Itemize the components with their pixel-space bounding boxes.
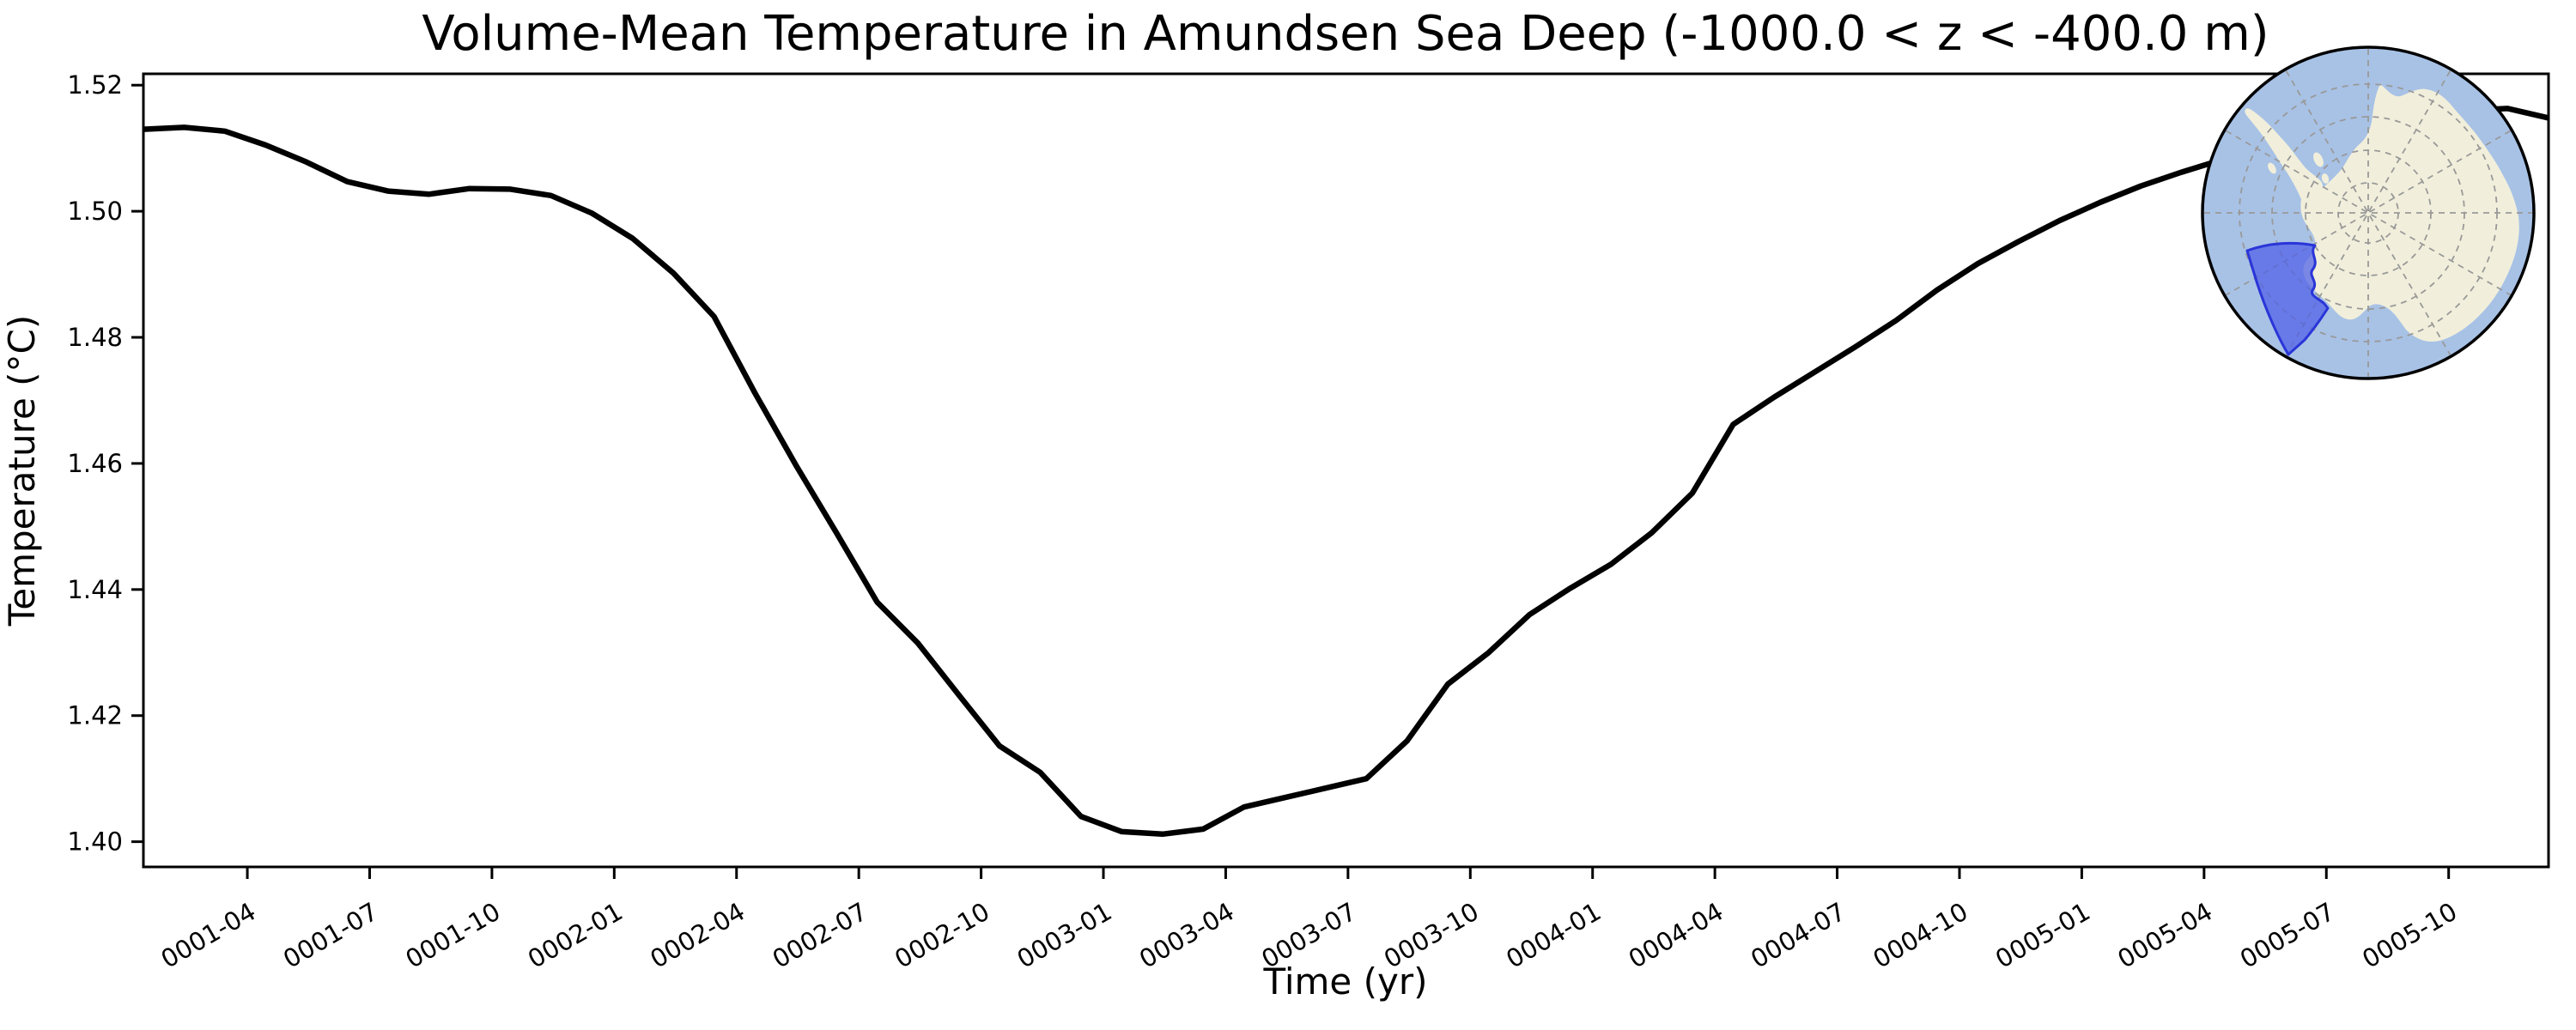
x-tick-label: 0005-07 bbox=[2235, 897, 2340, 974]
x-tick-label: 0005-04 bbox=[2112, 897, 2217, 974]
x-tick-label: 0004-07 bbox=[1746, 897, 1850, 974]
y-tick-label: 1.50 bbox=[67, 197, 123, 226]
x-tick-label: 0001-07 bbox=[278, 897, 383, 974]
inset-outline bbox=[2201, 45, 2536, 380]
plot-frame bbox=[142, 72, 2550, 869]
x-tick-label: 0004-01 bbox=[1501, 897, 1606, 974]
x-tick-label: 0003-04 bbox=[1134, 897, 1239, 974]
x-tick-label: 0004-10 bbox=[1868, 897, 1973, 974]
x-tick-label: 0004-04 bbox=[1624, 897, 1728, 974]
amundsen-region-highlight bbox=[2245, 241, 2330, 356]
y-tick-label: 1.52 bbox=[67, 70, 123, 100]
x-tick-label: 0002-10 bbox=[890, 897, 994, 974]
x-axis-ticks: 0001-04 0001-07 0001-10 0002-01 0002-04 0002-… bbox=[156, 867, 2462, 974]
temperature-line bbox=[143, 106, 2549, 838]
x-tick-label: 0002-04 bbox=[645, 897, 750, 974]
graticule-line bbox=[2226, 130, 2511, 296]
y-tick-label: 1.46 bbox=[67, 449, 123, 478]
x-tick-label: 0002-07 bbox=[768, 897, 872, 974]
x-tick-label: 0003-01 bbox=[1012, 897, 1117, 974]
y-tick-label: 1.44 bbox=[67, 575, 123, 604]
antarctica-inset-map bbox=[2201, 45, 2536, 380]
y-tick-label: 1.40 bbox=[67, 827, 123, 857]
island bbox=[2313, 152, 2324, 167]
x-tick-label: 0002-01 bbox=[523, 897, 628, 974]
y-tick-label: 1.48 bbox=[67, 323, 123, 352]
y-tick-label: 1.42 bbox=[67, 701, 123, 730]
island bbox=[2321, 173, 2330, 184]
graticule-line bbox=[2285, 70, 2451, 355]
island bbox=[2268, 162, 2276, 174]
x-tick-label: 0001-10 bbox=[400, 897, 505, 974]
x-axis-label: Time (yr) bbox=[1262, 960, 1427, 1003]
x-tick-label: 0001-04 bbox=[156, 897, 261, 974]
y-axis-ticks: 1.40 1.42 1.44 1.46 1.48 1.50 1.52 bbox=[67, 70, 143, 857]
chart-title: Volume-Mean Temperature in Amundsen Sea … bbox=[422, 6, 2269, 62]
x-tick-label: 0005-01 bbox=[1990, 897, 2095, 974]
y-axis-label: Temperature (°C) bbox=[1, 315, 43, 627]
x-tick-label: 0005-10 bbox=[2357, 897, 2462, 974]
